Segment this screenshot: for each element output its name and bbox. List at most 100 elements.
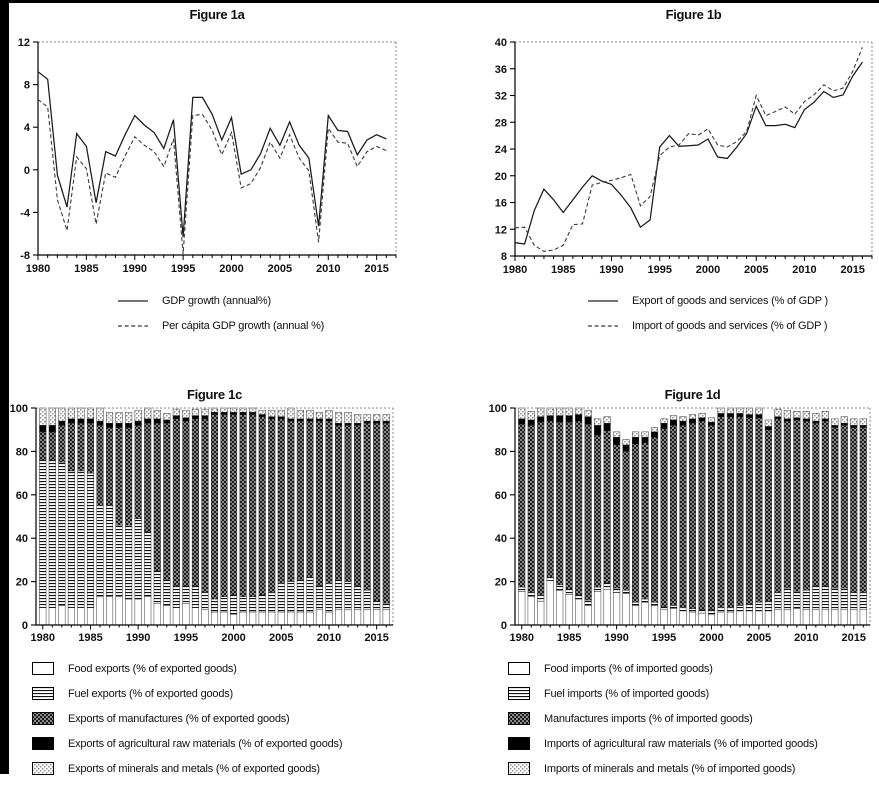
legend-label-per-capita-gdp-growth: Per cápita GDP growth (annual %) (162, 319, 325, 332)
hlines-swatch (508, 687, 530, 700)
svg-text:0: 0 (24, 165, 30, 177)
svg-text:2010: 2010 (794, 632, 818, 644)
legend-row-agricultural-imports: Imports of agricultural raw materials (%… (508, 737, 818, 750)
figure-1d-legend: Food imports (% of imported goods) Fuel … (508, 662, 818, 787)
figure-1b-line-chart: 8 12 16 20 24 28 32 36 40 1980 1985 1990 1995 2000 200… (495, 37, 873, 276)
figure-1b-title: Figure 1b (665, 7, 722, 22)
svg-text:40: 40 (495, 533, 507, 545)
legend-row-minerals-imports: Imports of minerals and metals (% of imp… (508, 762, 818, 775)
svg-text:-4: -4 (20, 207, 31, 219)
legend-row-manufactures-imports: Manufactures imports (% of imported good… (508, 712, 818, 725)
figure-1a-line-chart: -8 -4 0 4 8 12 1980 1985 1990 1995 2000 2005 2010 201… (18, 37, 397, 275)
figure-1c-title: Figure 1c (186, 387, 243, 402)
svg-text:2010: 2010 (317, 632, 341, 644)
svg-text:40: 40 (16, 533, 28, 545)
figure-1c-legend: Food exports (% of exported goods) Fuel … (32, 662, 343, 787)
svg-text:12: 12 (495, 224, 507, 236)
svg-text:20: 20 (16, 577, 28, 589)
svg-text:36: 36 (495, 64, 507, 76)
legend-label-imports-gdp: Import of goods and services (% of GDP ) (632, 319, 828, 332)
svg-text:2000: 2000 (696, 264, 720, 276)
svg-text:2005: 2005 (744, 264, 768, 276)
svg-text:100: 100 (10, 403, 28, 415)
svg-text:24: 24 (495, 144, 508, 156)
svg-text:2005: 2005 (268, 263, 292, 275)
legend-row-agricultural-exports: Exports of agricultural raw materials (%… (32, 737, 343, 750)
legend-label-manufactures-imports: Manufactures imports (% of imported good… (544, 712, 753, 725)
solid-line-sample (118, 296, 148, 306)
hlines-swatch (32, 687, 54, 700)
svg-text:1995: 1995 (647, 264, 671, 276)
legend-label-exports-gdp: Export of goods and services (% of GDP ) (632, 294, 828, 307)
svg-text:1985: 1985 (557, 632, 581, 644)
dark-checker-swatch (32, 712, 54, 725)
svg-text:60: 60 (16, 490, 28, 502)
legend-label-fuel-exports: Fuel exports (% of exported goods) (68, 687, 234, 700)
svg-text:8: 8 (501, 251, 507, 263)
figure-1a-legend: GDP growth (annual%) Per cápita GDP grow… (118, 294, 324, 344)
legend-label-food-imports: Food imports (% of imported goods) (544, 662, 713, 675)
figure-1d-title: Figure 1d (664, 387, 721, 402)
legend-row-fuel-imports: Fuel imports (% of imported goods) (508, 687, 818, 700)
page-top-border (0, 0, 879, 3)
legend-label-fuel-imports: Fuel imports (% of imported goods) (544, 687, 709, 700)
svg-text:2005: 2005 (747, 632, 771, 644)
dashed-line-sample (588, 321, 618, 331)
light-dots-swatch (508, 762, 530, 775)
svg-text:1990: 1990 (126, 632, 150, 644)
svg-text:28: 28 (495, 117, 507, 129)
legend-label-agricultural-imports: Imports of agricultural raw materials (%… (544, 737, 818, 750)
svg-text:1990: 1990 (599, 264, 623, 276)
legend-label-gdp-growth: GDP growth (annual%) (162, 294, 271, 307)
svg-text:1980: 1980 (510, 632, 534, 644)
legend-row-minerals-exports: Exports of minerals and metals (% of exp… (32, 762, 342, 775)
svg-text:20: 20 (495, 171, 507, 183)
svg-text:2015: 2015 (840, 264, 864, 276)
black-swatch (32, 737, 54, 750)
svg-text:100: 100 (489, 403, 507, 415)
svg-text:80: 80 (16, 446, 28, 458)
svg-text:16: 16 (495, 198, 507, 210)
svg-text:40: 40 (495, 37, 507, 49)
svg-text:0: 0 (501, 620, 507, 632)
svg-text:2000: 2000 (219, 263, 243, 275)
light-dots-swatch (32, 762, 54, 775)
page-left-border (0, 0, 9, 774)
figure-1c-stacked-bar-chart: 0 20 40 60 80 100 1980 1985 1990 1995 2000 2005 2010… (10, 403, 394, 644)
legend-row-food-exports: Food exports (% of exported goods) (32, 662, 342, 675)
white-swatch (508, 662, 530, 675)
svg-text:1990: 1990 (604, 632, 628, 644)
legend-row-imports-gdp: Import of goods and services (% of GDP ) (588, 319, 828, 332)
svg-text:32: 32 (495, 91, 507, 103)
svg-text:2005: 2005 (269, 632, 293, 644)
svg-text:1985: 1985 (551, 264, 575, 276)
legend-row-gdp-growth: GDP growth (annual%) (118, 294, 324, 307)
svg-text:-8: -8 (20, 250, 30, 262)
figure-1b-legend: Export of goods and services (% of GDP )… (588, 294, 828, 344)
svg-text:1985: 1985 (78, 632, 102, 644)
svg-text:2000: 2000 (221, 632, 245, 644)
legend-row-manufactures-exports: Exports of manufactures (% of exported g… (32, 712, 342, 725)
svg-text:20: 20 (495, 577, 507, 589)
white-swatch (32, 662, 54, 675)
svg-text:1985: 1985 (74, 263, 98, 275)
svg-text:0: 0 (22, 620, 28, 632)
svg-text:2010: 2010 (792, 264, 816, 276)
svg-text:2010: 2010 (316, 263, 340, 275)
svg-text:1990: 1990 (123, 263, 147, 275)
legend-row-per-capita-gdp-growth: Per cápita GDP growth (annual %) (118, 319, 324, 332)
svg-text:2000: 2000 (699, 632, 723, 644)
legend-label-manufactures-exports: Exports of manufactures (% of exported g… (68, 712, 290, 725)
svg-text:1980: 1980 (31, 632, 55, 644)
svg-text:4: 4 (24, 122, 31, 134)
dashed-line-sample (118, 321, 148, 331)
dark-checker-swatch (508, 712, 530, 725)
legend-row-fuel-exports: Fuel exports (% of exported goods) (32, 687, 342, 700)
legend-label-minerals-exports: Exports of minerals and metals (% of exp… (68, 762, 320, 775)
figure-1a-title: Figure 1a (189, 7, 245, 22)
legend-label-food-exports: Food exports (% of exported goods) (68, 662, 237, 675)
svg-text:1995: 1995 (174, 632, 198, 644)
svg-text:1995: 1995 (652, 632, 676, 644)
svg-text:1980: 1980 (503, 264, 527, 276)
svg-text:1980: 1980 (26, 263, 50, 275)
